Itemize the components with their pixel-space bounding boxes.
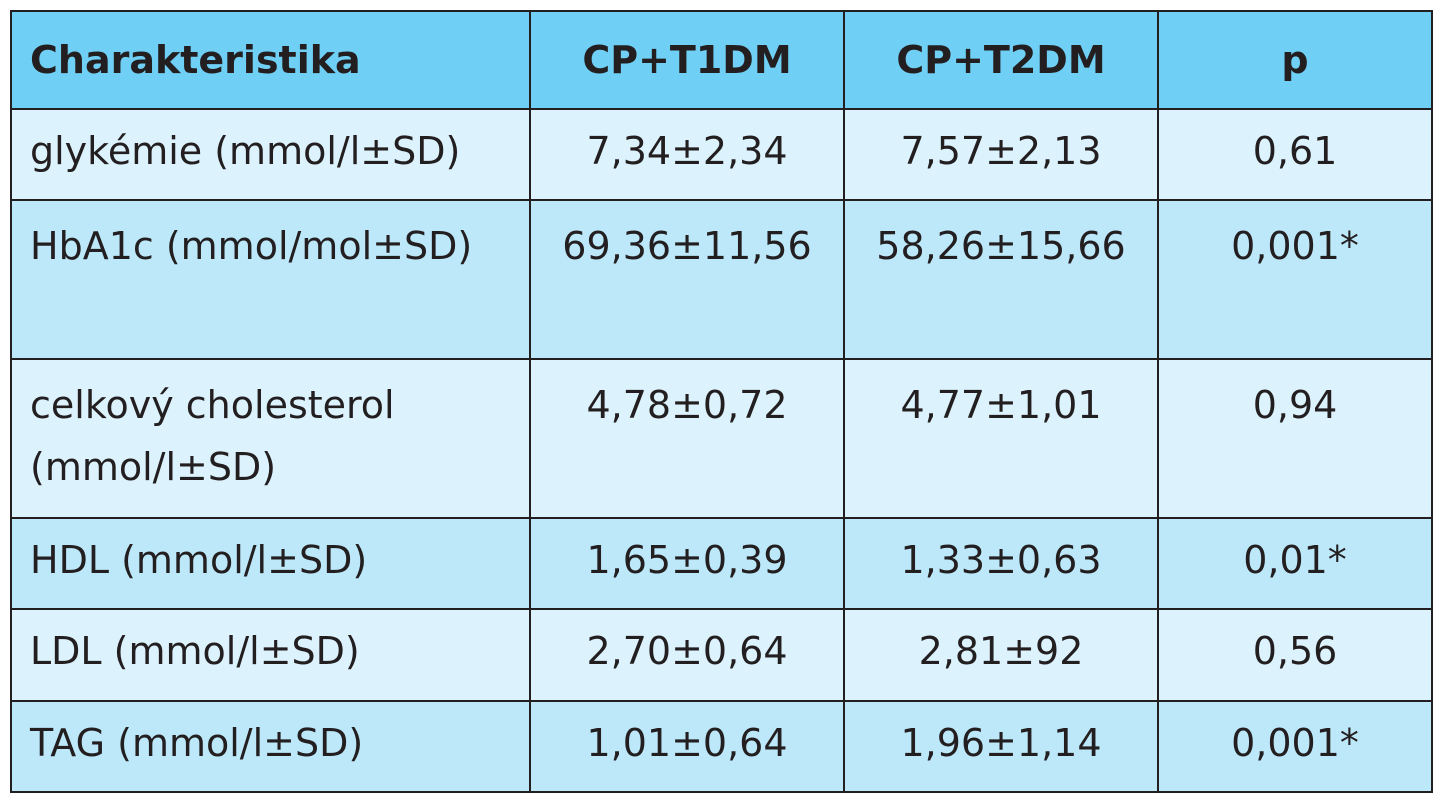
value-t2dm: 1,33±0,63 [843,516,1159,611]
value-p: 0,61 [1157,107,1433,202]
row-label: HbA1c (mmol/mol±SD) [10,199,531,361]
value-t1dm: 1,01±0,64 [529,699,845,794]
value-p: 0,001* [1157,199,1433,361]
lab-results-table: Charakteristika CP+T1DM CP+T2DM p glykém… [10,10,1433,794]
value-t1dm: 2,70±0,64 [529,608,845,702]
row-label: HDL (mmol/l±SD) [10,516,531,611]
value-t2dm: 4,77±1,01 [843,358,1159,519]
header-row: Charakteristika CP+T1DM CP+T2DM p [10,10,1433,110]
header-cp-t2dm: CP+T2DM [843,10,1159,110]
value-t1dm: 7,34±2,34 [529,107,845,202]
value-t2dm: 2,81±92 [843,608,1159,702]
table-row: HDL (mmol/l±SD) 1,65±0,39 1,33±0,63 0,01… [10,516,1433,611]
header-cp-t1dm: CP+T1DM [529,10,845,110]
value-t1dm: 4,78±0,72 [529,358,845,519]
row-label: celkový cholesterol (mmol/l±SD) [10,358,531,519]
lab-results-table-wrapper: Charakteristika CP+T1DM CP+T2DM p glykém… [10,10,1433,794]
value-p: 0,94 [1157,358,1433,519]
table-row: glykémie (mmol/l±SD) 7,34±2,34 7,57±2,13… [10,107,1433,202]
table-row: HbA1c (mmol/mol±SD) 69,36±11,56 58,26±15… [10,199,1433,361]
table-row: TAG (mmol/l±SD) 1,01±0,64 1,96±1,14 0,00… [10,699,1433,794]
value-t2dm: 58,26±15,66 [843,199,1159,361]
row-label: glykémie (mmol/l±SD) [10,107,531,202]
row-label: LDL (mmol/l±SD) [10,608,531,702]
table-row: celkový cholesterol (mmol/l±SD) 4,78±0,7… [10,358,1433,519]
value-t2dm: 1,96±1,14 [843,699,1159,794]
row-label: TAG (mmol/l±SD) [10,699,531,794]
value-p: 0,01* [1157,516,1433,611]
value-p: 0,56 [1157,608,1433,702]
value-t1dm: 1,65±0,39 [529,516,845,611]
header-p-value: p [1157,10,1433,110]
header-characteristic: Charakteristika [10,10,531,110]
value-p: 0,001* [1157,699,1433,794]
value-t2dm: 7,57±2,13 [843,107,1159,202]
table-row: LDL (mmol/l±SD) 2,70±0,64 2,81±92 0,56 [10,608,1433,702]
value-t1dm: 69,36±11,56 [529,199,845,361]
